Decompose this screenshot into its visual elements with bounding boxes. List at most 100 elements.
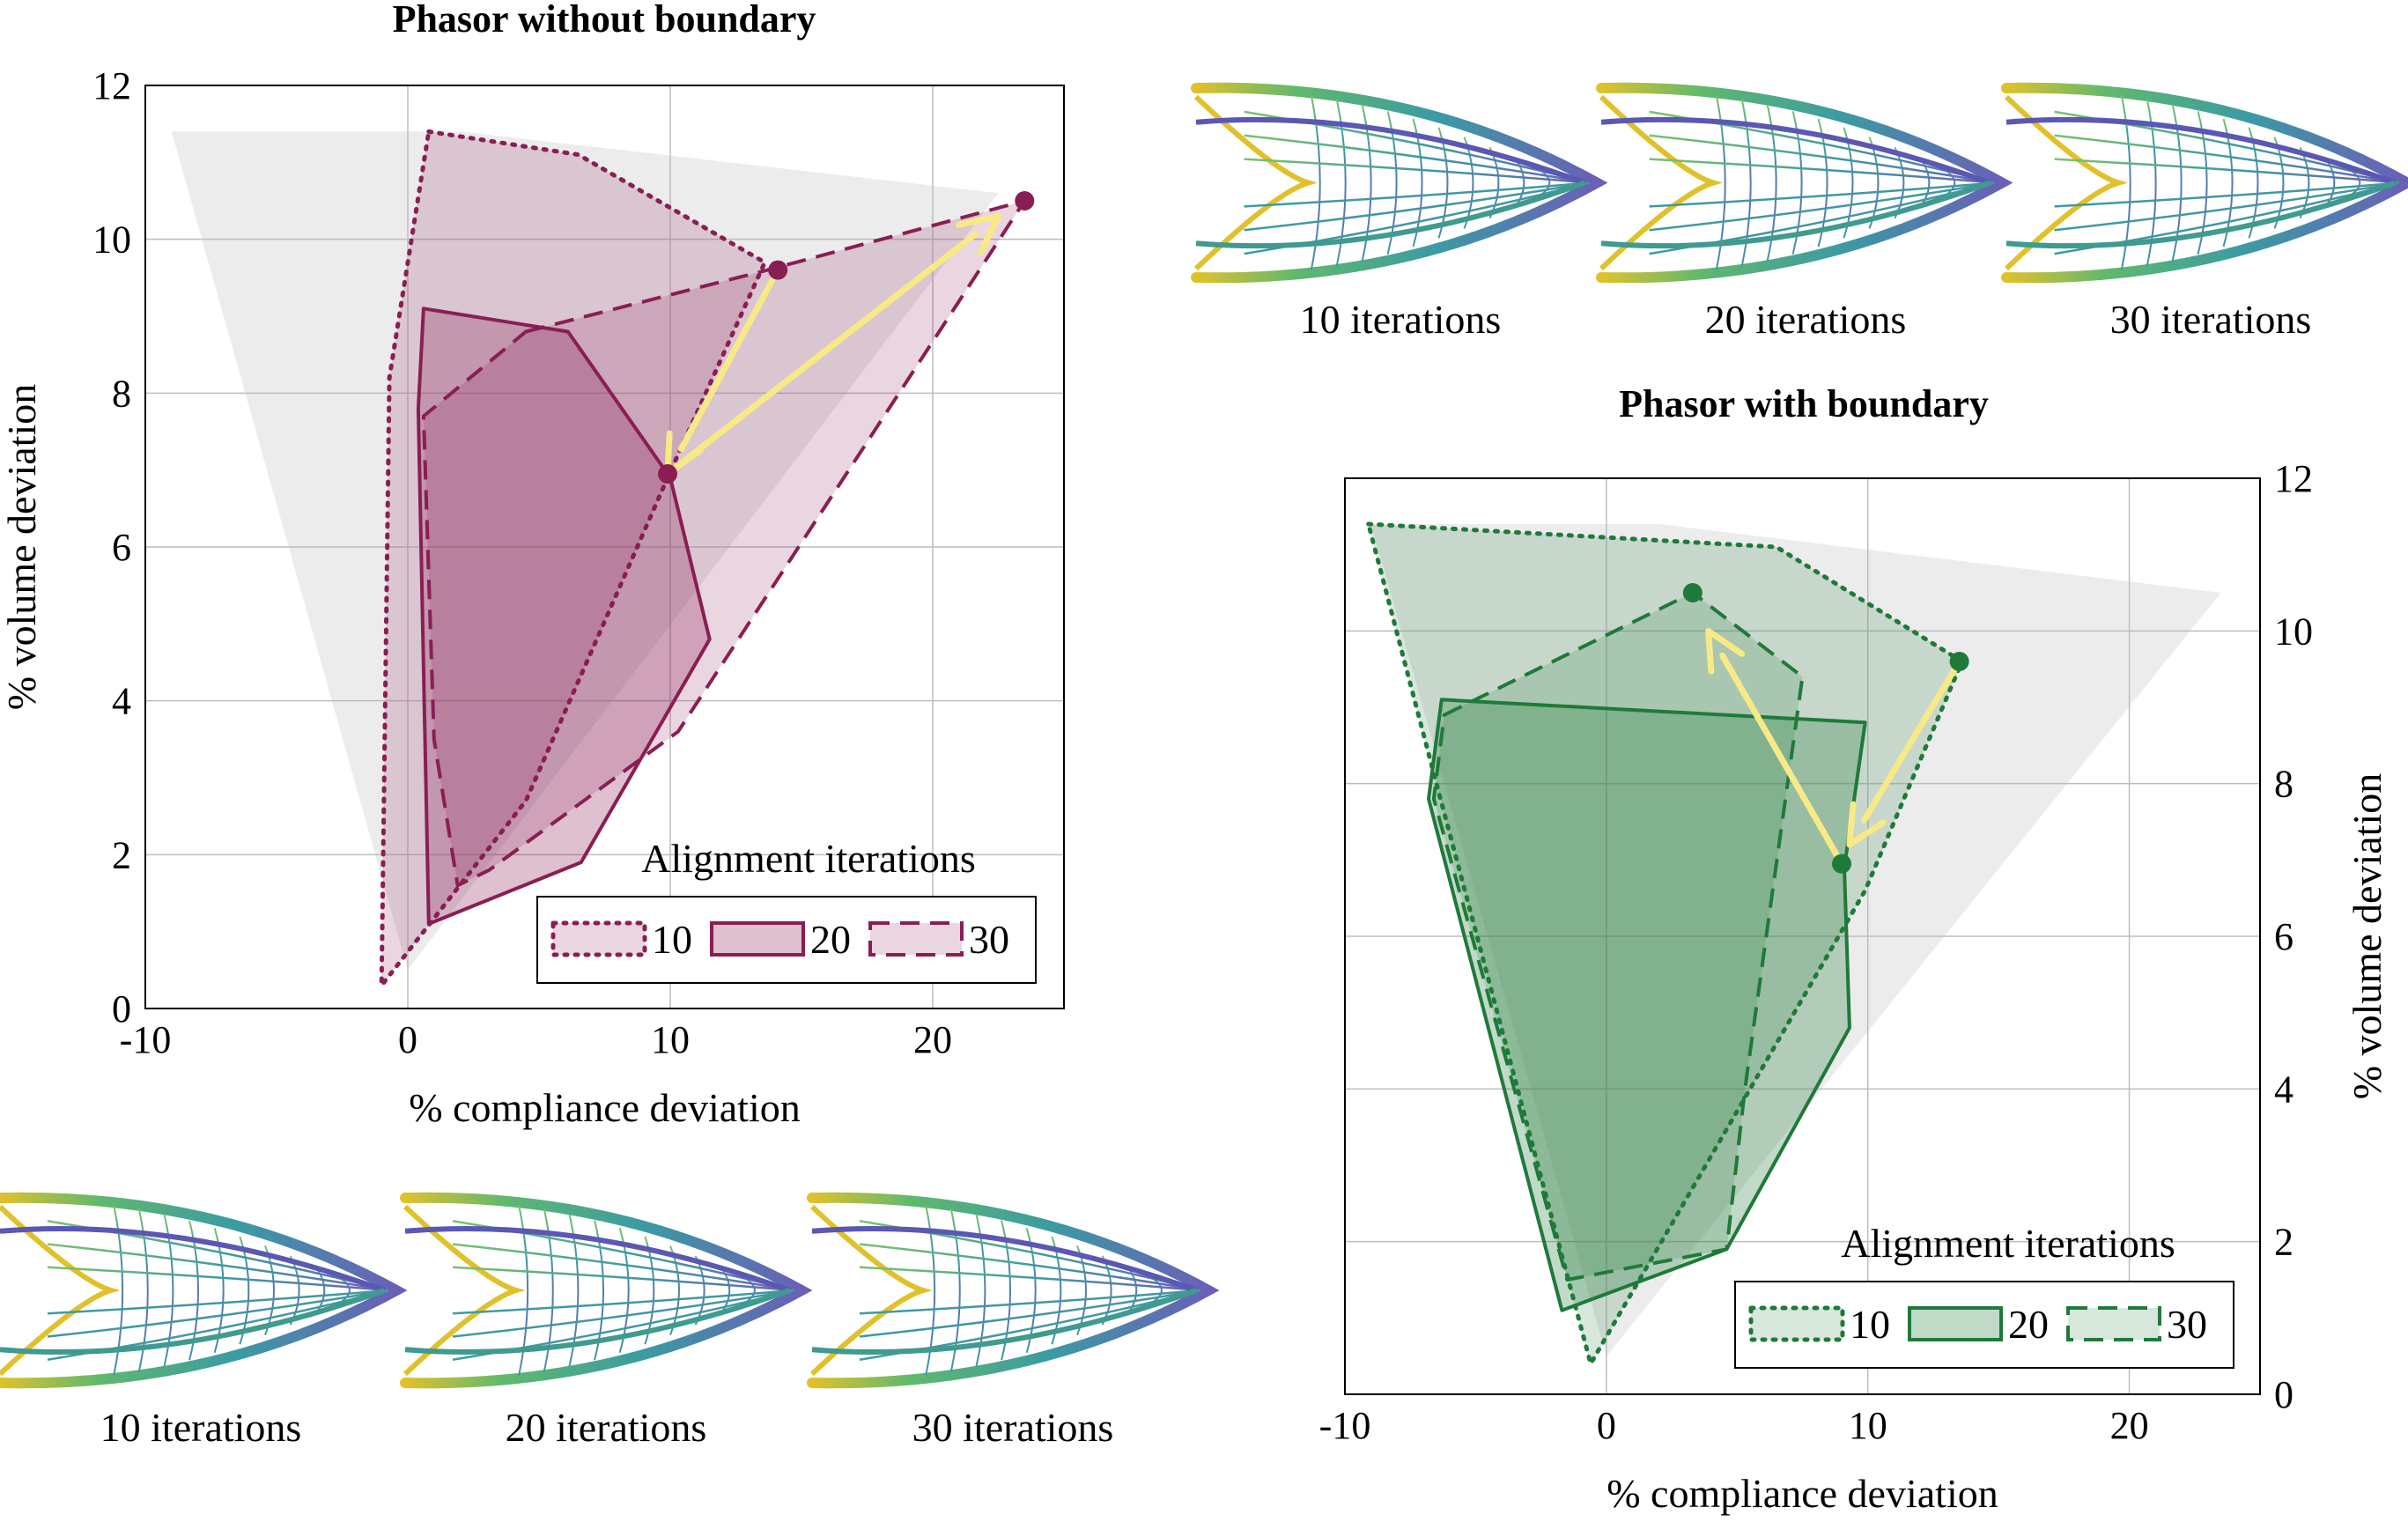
mesh-outline bbox=[807, 1192, 1220, 1389]
series-layer bbox=[379, 129, 1027, 988]
mesh-line bbox=[47, 1266, 389, 1292]
legend-title: Alignment iterations bbox=[1841, 1221, 2175, 1266]
arrow-head bbox=[1846, 801, 1887, 848]
mesh-line bbox=[452, 1289, 794, 1338]
background-region-shape bbox=[1370, 524, 2221, 1356]
mesh-strong-line bbox=[811, 1226, 1198, 1293]
mesh-line bbox=[1649, 134, 1995, 184]
chart-without-boundary: Phasor without boundary -10 0 10 20 0 2 … bbox=[0, 0, 1065, 1130]
arrow-shaft bbox=[664, 230, 979, 477]
background-region bbox=[1370, 524, 2221, 1356]
mesh-line bbox=[1649, 181, 1995, 208]
mesh-line bbox=[2054, 134, 2400, 184]
series-30-point bbox=[1015, 191, 1035, 211]
y-tick-label: 12 bbox=[2274, 457, 2313, 500]
legend-box bbox=[536, 896, 1037, 984]
legend: Alignment iterations 10 20 30 bbox=[1734, 1221, 2234, 1369]
mesh-strong-line bbox=[1195, 180, 1586, 249]
legend-swatch bbox=[710, 921, 805, 957]
mesh-outline bbox=[0, 1192, 408, 1389]
chart-with-boundary: Phasor with boundary -10 0 10 20 0 2 4 6… bbox=[1319, 382, 2390, 1516]
mesh-line bbox=[47, 1243, 389, 1292]
x-tick-label: 10 bbox=[1849, 1404, 1887, 1447]
legend-swatch bbox=[1748, 1305, 1845, 1342]
y-tick-label: 6 bbox=[2274, 915, 2294, 958]
legend-label: 20 bbox=[810, 917, 851, 962]
mesh-thumbnail bbox=[0, 1192, 408, 1389]
series-20-region bbox=[416, 307, 712, 926]
x-axis-label: % compliance deviation bbox=[409, 1085, 801, 1130]
y-tick-labels: 0 2 4 6 8 10 12 bbox=[92, 64, 131, 1031]
mesh-strong-line bbox=[0, 1226, 386, 1293]
x-tick-label: 0 bbox=[1597, 1404, 1616, 1447]
mesh-outline bbox=[1596, 82, 2013, 284]
mesh-strong-line bbox=[0, 1288, 386, 1355]
mesh-outline bbox=[2001, 82, 2408, 284]
series-10-point bbox=[768, 260, 788, 280]
mesh-line bbox=[859, 1243, 1201, 1292]
mesh-line bbox=[859, 1266, 1201, 1292]
legend-swatch bbox=[550, 920, 647, 957]
mesh-strong-line bbox=[1195, 116, 1586, 186]
legend-label: 10 bbox=[652, 917, 692, 962]
mesh-line bbox=[452, 1289, 794, 1315]
y-tick-label: 10 bbox=[92, 218, 131, 262]
arrow-layer bbox=[1705, 627, 1963, 868]
series-10-region bbox=[1366, 521, 1965, 1366]
mesh-outline bbox=[400, 1192, 813, 1389]
legend-label: 30 bbox=[2167, 1302, 2207, 1347]
legend-label: 30 bbox=[969, 917, 1009, 962]
thumbnail-row-with-boundary: 10 iterations 20 iterations 30 iteration… bbox=[1191, 82, 2408, 342]
mesh-line bbox=[47, 1289, 389, 1338]
x-tick-label: -10 bbox=[120, 1018, 172, 1061]
series-10-region bbox=[379, 129, 767, 988]
mesh-thumbnail bbox=[1596, 82, 2013, 284]
arrow-head bbox=[956, 212, 1001, 256]
mesh-thumbnail bbox=[400, 1192, 813, 1389]
x-tick-label: 10 bbox=[651, 1018, 690, 1061]
mesh-outline bbox=[1191, 82, 1608, 284]
legend-swatch bbox=[868, 921, 964, 957]
y-tick-label: 10 bbox=[2274, 610, 2313, 653]
legend: Alignment iterations 10 20 30 bbox=[536, 836, 1037, 984]
mesh-line bbox=[859, 1289, 1201, 1315]
x-tick-label: 20 bbox=[913, 1018, 952, 1061]
legend-label: 20 bbox=[2008, 1302, 2049, 1347]
arrow-head bbox=[1705, 627, 1746, 675]
background-region bbox=[171, 131, 999, 971]
thumbnail-caption: 30 iterations bbox=[2110, 297, 2312, 342]
x-tick-label: 20 bbox=[2110, 1404, 2149, 1447]
arrow-shaft bbox=[1860, 658, 1963, 824]
mesh-strong-line bbox=[2005, 180, 2397, 249]
legend-box bbox=[1734, 1281, 2234, 1369]
mesh-thumbnail bbox=[807, 1192, 1220, 1389]
legend-entries: 10 20 30 bbox=[550, 917, 1009, 962]
y-tick-label: 8 bbox=[2274, 763, 2294, 806]
y-axis-label: % volume deviation bbox=[0, 384, 44, 710]
plot-frame bbox=[1344, 477, 2261, 1395]
y-tick-labels: 0 2 4 6 8 10 12 bbox=[2274, 457, 2313, 1416]
series-20-point bbox=[658, 464, 678, 484]
mesh-line bbox=[2054, 181, 2400, 208]
y-tick-label: 6 bbox=[112, 526, 131, 569]
y-tick-label: 2 bbox=[2274, 1221, 2294, 1264]
y-tick-label: 8 bbox=[112, 372, 131, 415]
x-tick-label: 0 bbox=[398, 1018, 417, 1061]
series-30-point bbox=[1682, 583, 1703, 602]
background-region-shape bbox=[171, 131, 999, 971]
mesh-strong-line bbox=[404, 1288, 791, 1355]
mesh-strong-line bbox=[404, 1226, 791, 1293]
thumbnail-caption: 20 iterations bbox=[1705, 297, 1907, 342]
y-tick-label: 0 bbox=[2274, 1373, 2294, 1416]
mesh-strong-line bbox=[2005, 116, 2397, 186]
series-10-point bbox=[1949, 652, 1969, 671]
mesh-thumbnail bbox=[1191, 82, 1608, 284]
thumbnail-caption: 20 iterations bbox=[506, 1405, 707, 1450]
series-20-point bbox=[1832, 853, 1852, 874]
legend-swatch bbox=[1908, 1306, 2003, 1341]
x-tick-labels: -10 0 10 20 bbox=[1319, 1404, 2149, 1447]
y-tick-label: 0 bbox=[112, 987, 131, 1031]
mesh-line bbox=[47, 1289, 389, 1315]
arrow-layer bbox=[664, 212, 1001, 477]
